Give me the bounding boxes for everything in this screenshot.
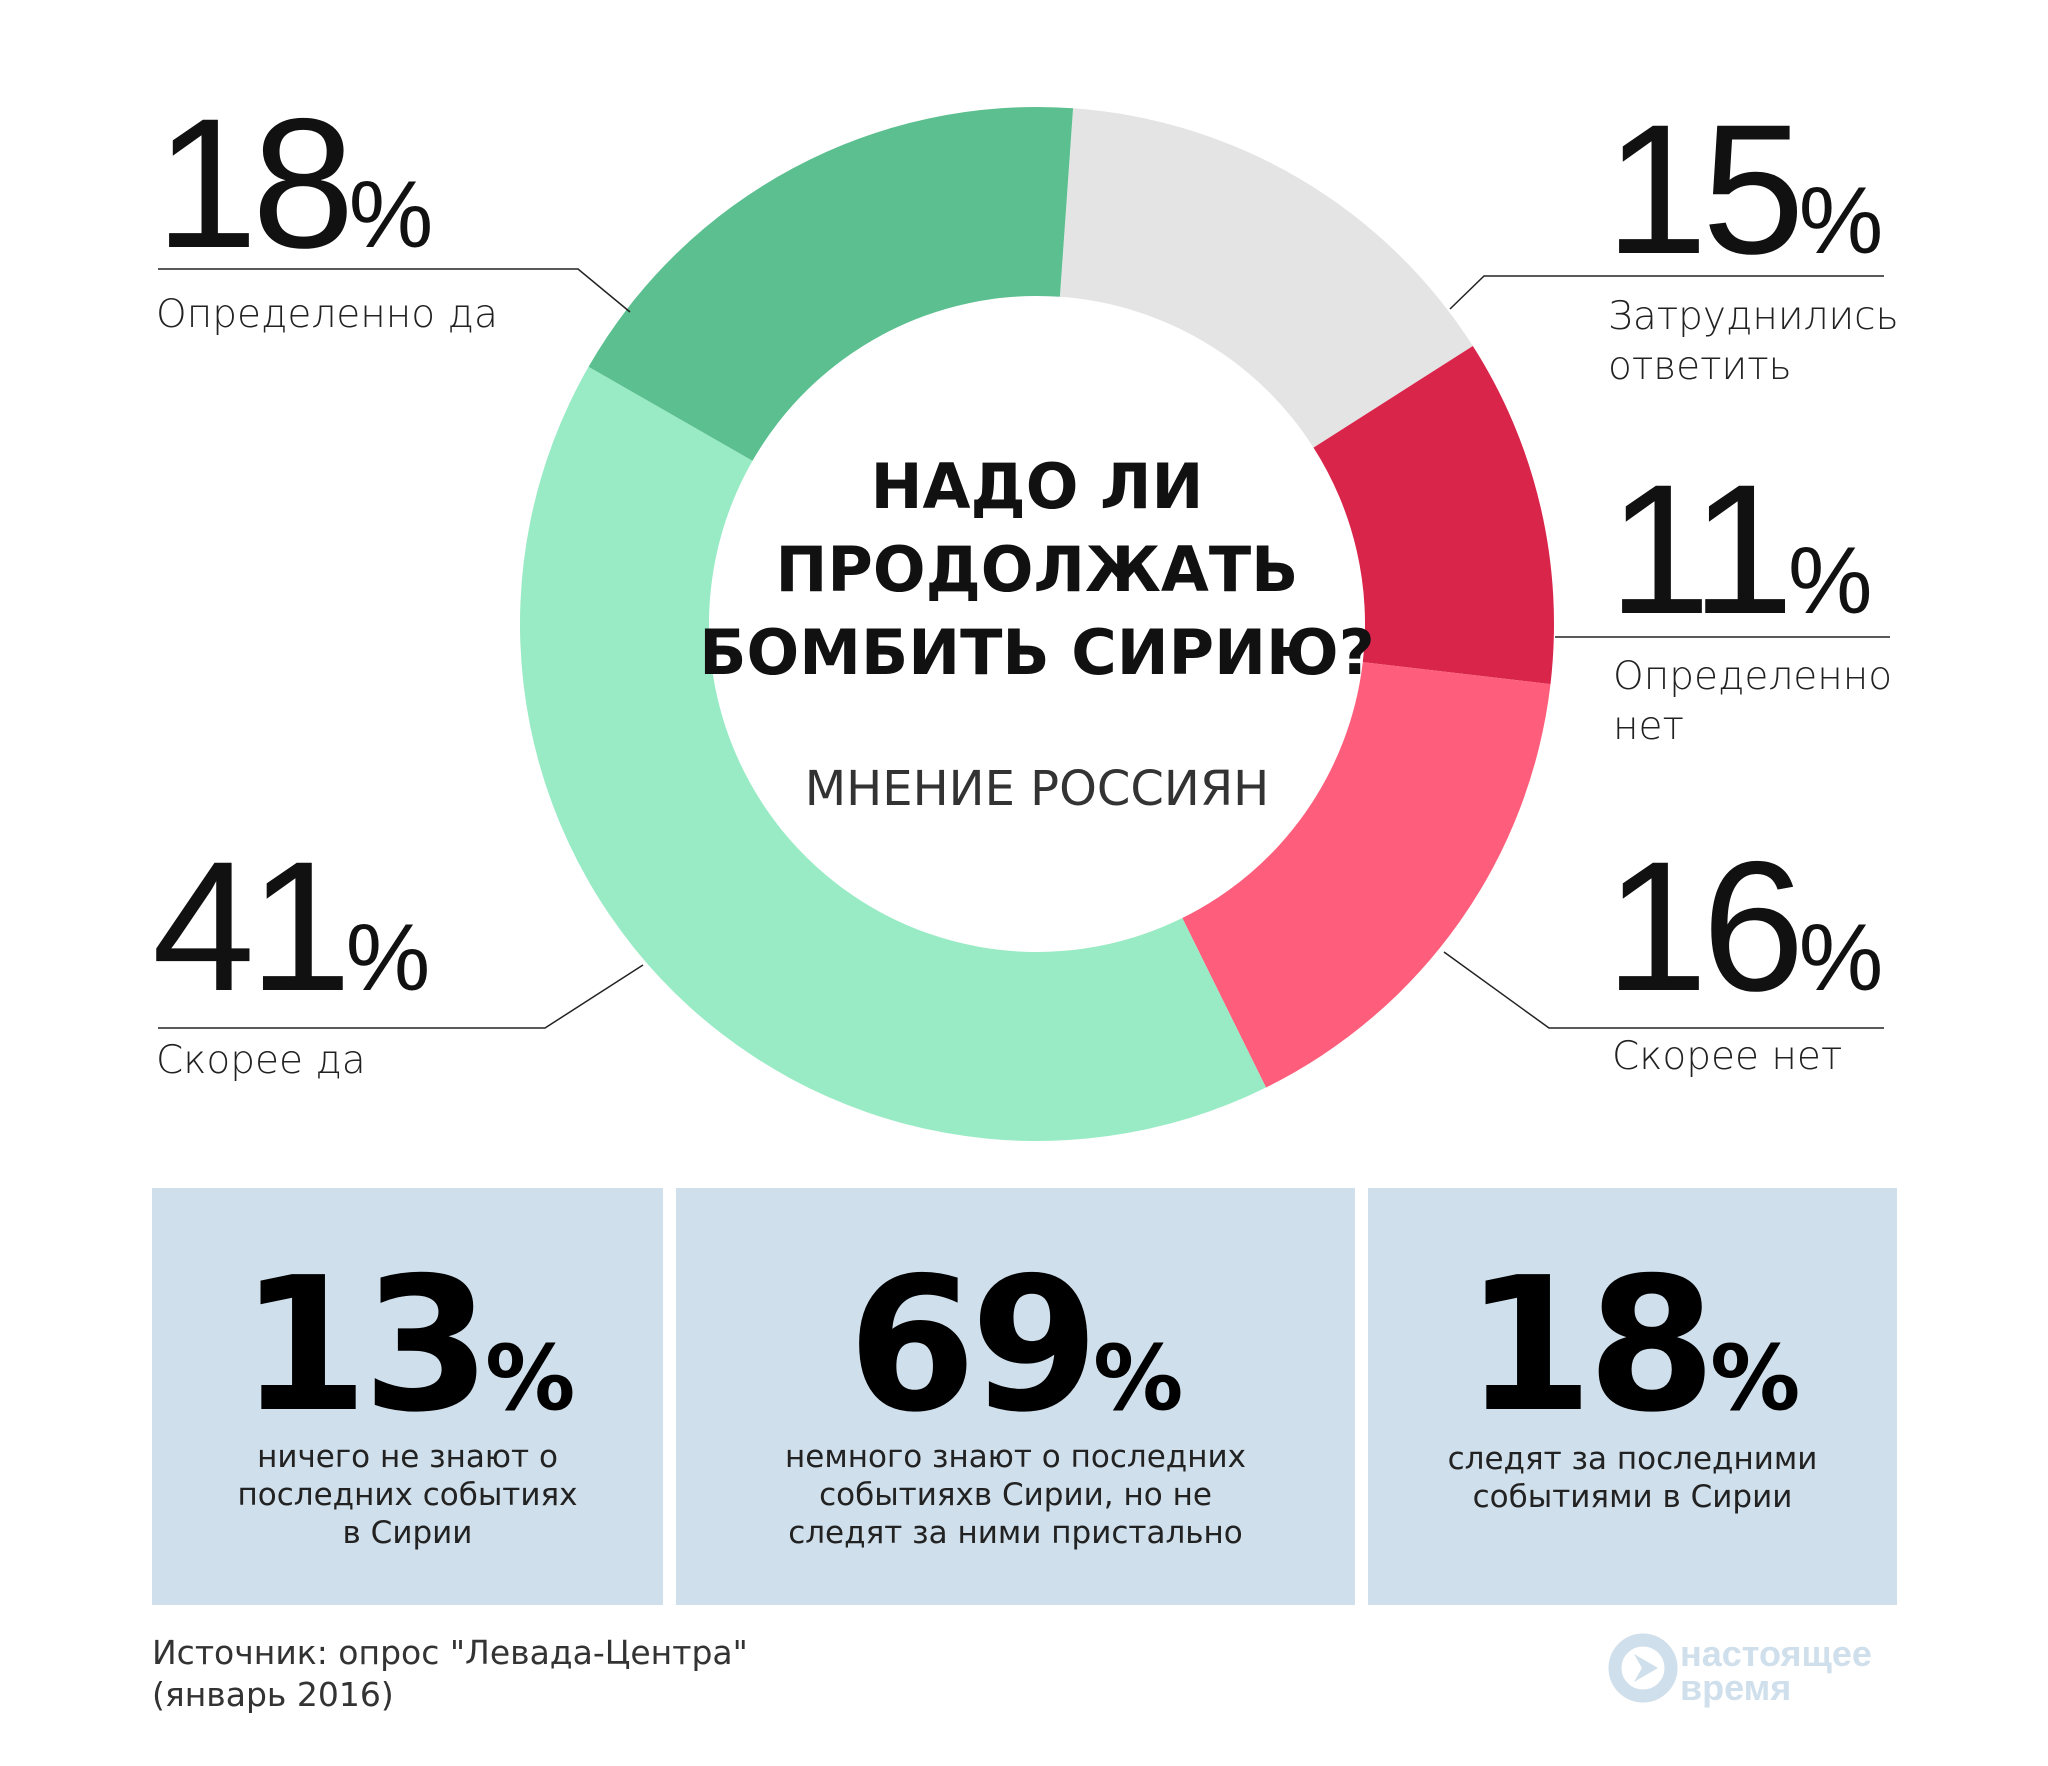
chart-title: НАДО ЛИ ПРОДОЛЖАТЬ БОМБИТЬ СИРИЮ? (637, 445, 1437, 694)
leader-rather-no (1443, 951, 1884, 1029)
logo-circle-icon (1608, 1633, 1678, 1703)
number: 18 (1464, 1237, 1716, 1453)
value: 16 (1605, 824, 1805, 1030)
label-text: Определенно да (156, 292, 498, 337)
pct: % (485, 1326, 576, 1431)
pct: % (345, 905, 431, 1011)
source-line: Источник: опрос "Левада-Центра" (152, 1633, 748, 1672)
pct: % (1788, 528, 1873, 634)
value: 18 (155, 81, 355, 287)
line: в Сирии (342, 1515, 473, 1551)
line: следят за ними пристально (788, 1515, 1243, 1551)
label-rather-yes: 41% (152, 835, 430, 1020)
pct: % (1798, 905, 1884, 1011)
line: событиями в Сирии (1472, 1479, 1793, 1515)
logo-text-2: время (1680, 1667, 1791, 1708)
stat-box: 13% ничего не знают о последних событиях… (152, 1188, 663, 1605)
label-def-no: 11% (1608, 458, 1873, 643)
leader-def-yes (158, 268, 631, 313)
pct: % (1710, 1326, 1801, 1431)
label-text: Скорее нет (1612, 1034, 1843, 1079)
line: ничего не знают о (257, 1439, 558, 1475)
leader-hard (1449, 275, 1884, 310)
source-line: (январь 2016) (152, 1675, 394, 1714)
stat-desc: ничего не знают о последних событиях в С… (152, 1438, 663, 1552)
title-line: ПРОДОЛЖАТЬ (775, 533, 1299, 606)
stat-box: 69% немного знают о последних событияхв … (676, 1188, 1355, 1605)
label-hard: 15% (1605, 98, 1883, 283)
donut-slice (1059, 108, 1473, 448)
line: немного знают о последних (784, 1439, 1246, 1475)
stat-box: 18% следят за последними событиями в Сир… (1368, 1188, 1897, 1605)
stat-desc: немного знают о последних событияхв Сири… (676, 1438, 1355, 1552)
number: 13 (239, 1237, 491, 1453)
donut-slice (520, 366, 1267, 1142)
label-rather-no: 16% (1605, 835, 1883, 1020)
number: 69 (847, 1237, 1099, 1453)
logo-text-1: настоящее (1680, 1633, 1872, 1674)
line: Затруднились (1608, 294, 1899, 339)
label-text: Определенно нет (1613, 652, 1892, 752)
stat-value: 69% (676, 1253, 1355, 1438)
value: 11 (1608, 447, 1794, 653)
line: Определенно (1613, 654, 1893, 699)
leader-rather-yes (158, 964, 644, 1029)
donut-slice (588, 107, 1074, 461)
logo-arrow-icon (1634, 1654, 1658, 1682)
line: ответить (1608, 344, 1792, 389)
line: следят за последними (1447, 1441, 1818, 1477)
stat-value: 18% (1368, 1253, 1897, 1438)
title-line: БОМБИТЬ СИРИЮ? (699, 616, 1375, 689)
label-def-yes: 18% (155, 92, 433, 277)
source-note: Источник: опрос "Левада-Центра" (январь … (152, 1632, 748, 1716)
chart-subtitle: МНЕНИЕ РОССИЯН (804, 761, 1270, 817)
value: 41 (152, 824, 352, 1030)
value: 15 (1605, 87, 1805, 293)
pct: % (1798, 168, 1884, 274)
line: последних событиях (237, 1477, 578, 1513)
line: событияхв Сирии, но не (819, 1477, 1212, 1513)
brand-logo: настоящее время (1608, 1633, 1872, 1708)
donut-slice (1313, 345, 1554, 685)
stat-value: 13% (152, 1253, 663, 1438)
line: нет (1613, 704, 1684, 749)
title-line: НАДО ЛИ (870, 450, 1204, 523)
pct: % (348, 162, 434, 268)
donut-slice (1182, 662, 1551, 1088)
pct: % (1093, 1326, 1184, 1431)
stat-desc: следят за последними событиями в Сирии (1368, 1440, 1897, 1516)
label-text: Скорее да (156, 1038, 366, 1083)
label-text: Затруднились ответить (1608, 292, 1899, 392)
